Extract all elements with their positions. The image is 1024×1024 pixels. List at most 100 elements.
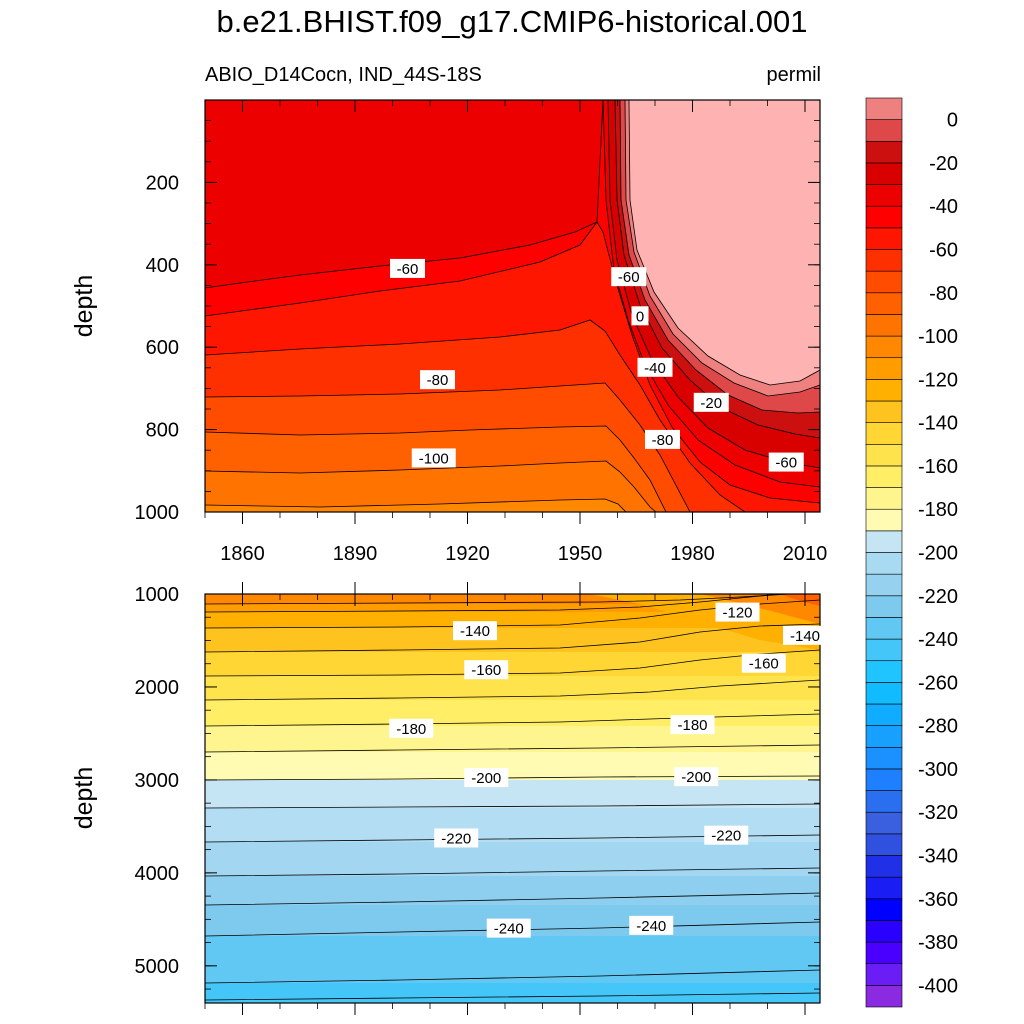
contour-line <box>205 867 820 877</box>
contour-label-box <box>637 357 673 377</box>
contour-label: -20 <box>693 392 729 412</box>
colorbar-box <box>865 811 903 835</box>
colorbar-box <box>865 487 903 510</box>
colorbar-label: -280 <box>918 716 958 738</box>
contour-label-box <box>486 918 531 938</box>
lower-axis-ticks: 1000 2000 3000 4000 5000 <box>135 582 820 1015</box>
colorbar-box <box>865 205 903 229</box>
colorbar-box <box>865 746 903 770</box>
colorbar-box <box>865 119 903 142</box>
fill-band <box>205 461 656 512</box>
y-tick-label: 800 <box>146 420 179 442</box>
x-tick-label: 1890 <box>333 543 378 565</box>
colorbar-label: -400 <box>918 975 958 997</box>
contour-label-text: -220 <box>711 828 741 845</box>
contour-label: 0 <box>631 306 649 326</box>
colorbar-box <box>865 292 903 315</box>
contour-label: -200 <box>464 768 509 788</box>
contour-label: -220 <box>434 828 479 848</box>
contour-label-text: -140 <box>460 623 490 640</box>
colorbar-box <box>865 552 903 575</box>
fill-band <box>205 808 820 842</box>
contour-label: -240 <box>629 915 674 935</box>
contour-label-box <box>674 767 719 787</box>
fill-band <box>700 594 820 624</box>
colorbar-label: -120 <box>918 369 958 391</box>
contour-line <box>619 100 820 414</box>
contour-label-box <box>704 825 749 845</box>
colorbar-box <box>865 941 903 965</box>
contour-label: -60 <box>390 258 425 278</box>
contour-label: -60 <box>611 267 647 287</box>
contour-line <box>205 713 820 727</box>
contour-label-box <box>741 653 786 673</box>
colorbar-box <box>865 638 903 662</box>
colorbar-label: -60 <box>929 240 958 262</box>
colorbar-box <box>865 920 903 943</box>
contour-label-text: -240 <box>636 918 666 935</box>
contour-label-text: -180 <box>396 721 426 738</box>
upper-contour-labels: -60 -60 0 -40 -20 -80 -80 -100 -60 <box>390 258 804 472</box>
contour-line <box>205 679 820 701</box>
colorbar-box <box>865 162 903 185</box>
contour-line <box>205 803 820 809</box>
contour-label-box <box>390 258 425 278</box>
contour-label: -100 <box>411 448 456 468</box>
contour-label: -140 <box>783 625 827 645</box>
colorbar-box <box>865 508 903 532</box>
contour-label-text: -60 <box>775 455 797 472</box>
contour-label-text: -240 <box>494 921 524 938</box>
contour-label: -240 <box>486 918 531 938</box>
colorbar-box <box>865 595 903 618</box>
contour-label-text: -100 <box>419 450 449 467</box>
lower-contour-labels: -120 -140 -140 -160 -160 -180 -180 -200 -200 -220… <box>389 602 827 938</box>
contour-line <box>614 100 820 439</box>
colorbar-box <box>865 357 903 380</box>
fill-band <box>205 499 626 512</box>
colorbar-box <box>865 682 903 705</box>
fill-band <box>205 983 820 1003</box>
fill-band <box>780 594 820 606</box>
contour-label: -160 <box>741 653 786 673</box>
colorbar-box <box>865 400 903 423</box>
lower-panel: 1000 2000 3000 4000 5000 -120 -140 -140 -160 -16… <box>70 582 827 1015</box>
contour-line <box>205 599 820 629</box>
contour-label: -40 <box>637 357 673 377</box>
contour-line <box>205 319 746 512</box>
colorbar-box <box>865 833 903 856</box>
contour-label: -160 <box>464 660 509 680</box>
contour-line <box>205 460 657 512</box>
colorbar: 0 -20 -40 -60 -80 -100 -120 -140 -160 -180 -200 -22… <box>865 97 958 1008</box>
upper-contour-lines <box>205 100 820 512</box>
contour-label: -200 <box>674 767 719 787</box>
x-tick-label: 2010 <box>783 543 828 565</box>
contour-line <box>205 221 820 504</box>
contour-label-box <box>629 915 674 935</box>
colorbar-label: -220 <box>918 586 958 608</box>
contour-label: -220 <box>704 825 749 845</box>
contour-label-box <box>768 452 804 472</box>
contour-label-text: -120 <box>722 605 752 622</box>
colorbar-box <box>865 530 903 553</box>
contour-label-text: -80 <box>652 432 674 449</box>
colorbar-label: -320 <box>918 802 958 824</box>
contour-label-box <box>783 625 827 645</box>
y-tick-label: 1000 <box>135 584 180 606</box>
contour-label: -140 <box>453 621 497 641</box>
colorbar-label: -160 <box>918 456 958 478</box>
y-tick-label: 1000 <box>135 502 180 524</box>
colorbar-label: -140 <box>918 413 958 435</box>
colorbar-box <box>865 898 903 921</box>
fill-band <box>205 100 603 288</box>
contour-label-text: -60 <box>397 261 419 278</box>
fill-band <box>205 726 820 752</box>
contour-label-text: -200 <box>681 769 711 786</box>
contour-label-box <box>411 448 456 468</box>
x-axis-tick-labels: 1860 1890 1920 1950 1980 2010 <box>220 543 827 565</box>
contour-label-box <box>645 429 680 449</box>
colorbar-label: -200 <box>918 543 958 565</box>
colorbar-box <box>865 422 903 445</box>
colorbar-box <box>865 249 903 272</box>
chart-title: b.e21.BHIST.f09_g17.CMIP6-historical.001 <box>216 4 808 39</box>
colorbar-label: -380 <box>918 932 958 954</box>
